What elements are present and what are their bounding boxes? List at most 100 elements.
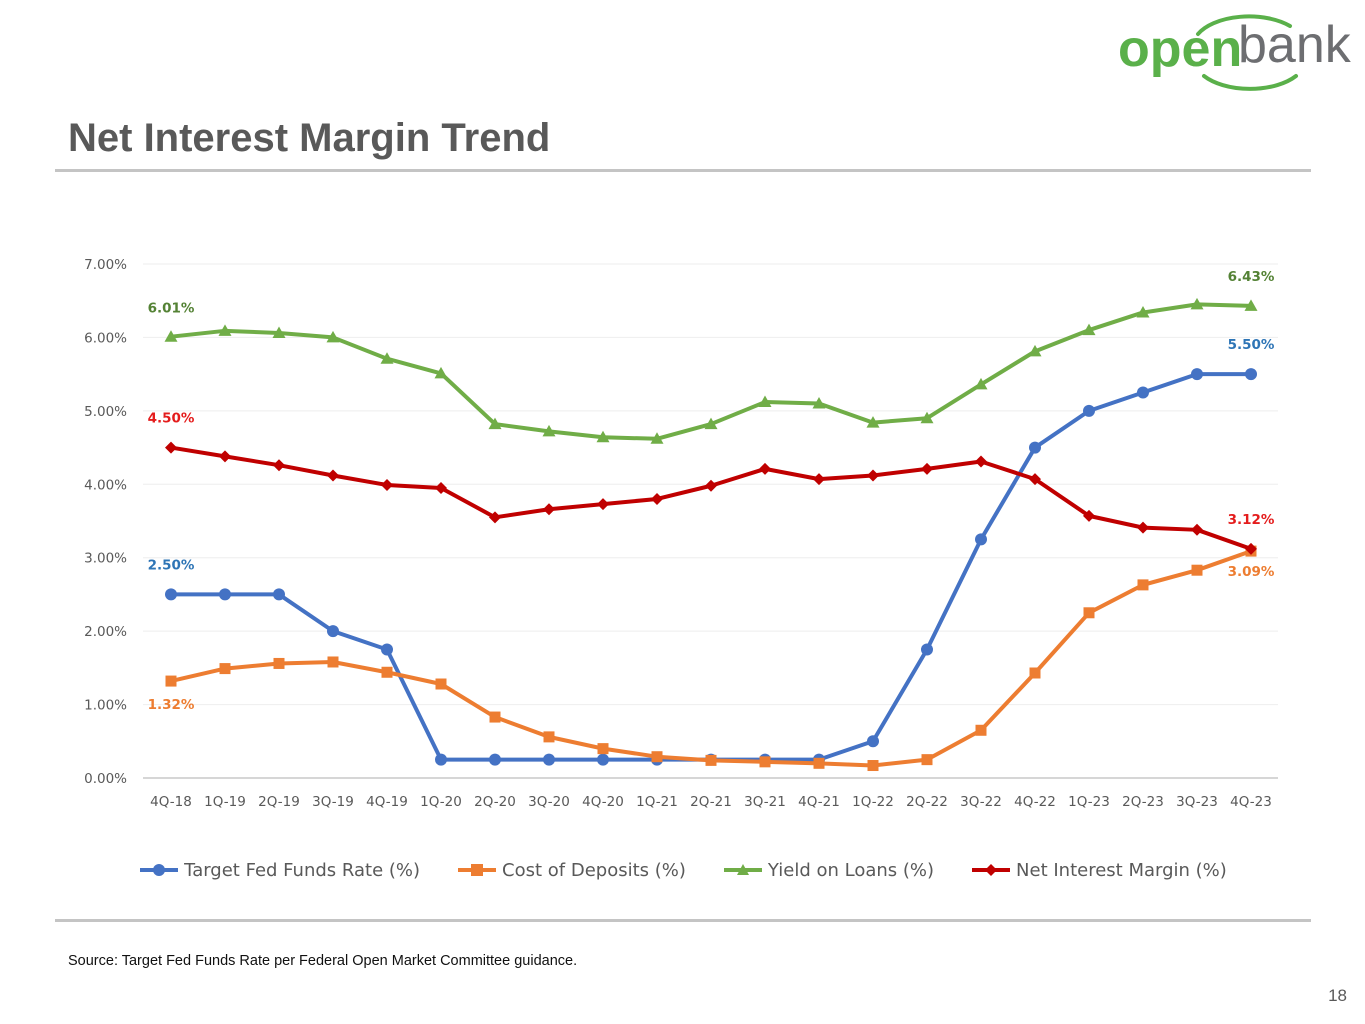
data-point	[651, 492, 663, 505]
data-point	[1029, 473, 1041, 486]
x-tick-label: 3Q-19	[312, 794, 354, 810]
x-tick-label: 1Q-19	[204, 794, 246, 810]
data-point	[273, 588, 285, 601]
x-tick-label: 4Q-21	[798, 794, 840, 810]
x-tick-label: 4Q-19	[366, 794, 408, 810]
legend-item-fed-funds: Target Fed Funds Rate (%)	[138, 860, 420, 881]
data-point	[758, 395, 772, 408]
data-label: 3.12%	[1228, 512, 1275, 528]
data-point	[381, 666, 393, 678]
legend-item-cost-of-deposits: Cost of Deposits (%)	[456, 860, 686, 881]
logo-text-primary: open	[1118, 20, 1242, 78]
logo-text-secondary: bank	[1238, 16, 1352, 74]
x-tick-label: 3Q-21	[744, 794, 786, 810]
data-point	[1028, 344, 1042, 357]
data-point	[975, 724, 987, 736]
x-tick-label: 3Q-23	[1176, 794, 1218, 810]
data-point	[489, 753, 501, 766]
data-point	[867, 469, 879, 482]
data-point	[921, 462, 933, 475]
data-point	[543, 731, 555, 743]
data-label: 2.50%	[148, 557, 195, 573]
data-point	[1191, 564, 1203, 576]
data-point	[1082, 323, 1096, 336]
legend-item-nim: Net Interest Margin (%)	[970, 860, 1227, 881]
source-footnote: Source: Target Fed Funds Rate per Federa…	[68, 953, 578, 969]
data-point	[1137, 386, 1149, 399]
data-point	[1190, 297, 1204, 310]
y-tick-label: 0.00%	[84, 771, 127, 787]
data-point	[165, 441, 177, 454]
data-point	[327, 656, 339, 668]
footer-divider	[55, 919, 1311, 922]
x-tick-label: 2Q-20	[474, 794, 516, 810]
x-tick-label: 1Q-20	[420, 794, 462, 810]
data-point	[920, 411, 934, 424]
data-point	[489, 711, 501, 723]
data-point	[1136, 305, 1150, 318]
openbank-logo: open bank	[1118, 14, 1352, 91]
data-point	[1029, 667, 1041, 679]
x-tick-label: 3Q-20	[528, 794, 570, 810]
x-tick-label: 2Q-21	[690, 794, 732, 810]
data-point	[1191, 523, 1203, 536]
data-point	[218, 324, 232, 336]
data-point	[1083, 509, 1095, 522]
data-point	[327, 625, 339, 638]
data-label: 6.43%	[1228, 269, 1275, 285]
data-point	[381, 643, 393, 656]
data-point	[272, 326, 286, 339]
y-tick-label: 3.00%	[84, 551, 127, 567]
legend-label-yield-on-loans: Yield on Loans (%)	[767, 859, 935, 881]
data-point	[867, 735, 879, 748]
y-tick-label: 2.00%	[84, 624, 127, 640]
data-point	[812, 397, 826, 409]
data-point	[273, 459, 285, 472]
x-tick-label: 2Q-19	[258, 794, 300, 810]
page-number: 18	[1328, 986, 1347, 1005]
data-point	[165, 588, 177, 601]
x-tick-label: 2Q-22	[906, 794, 948, 810]
x-tick-label: 1Q-22	[852, 794, 894, 810]
data-point	[381, 479, 393, 492]
data-point	[488, 417, 502, 430]
data-point	[543, 503, 555, 516]
data-point	[1191, 368, 1203, 381]
data-point	[596, 430, 610, 443]
data-point	[705, 479, 717, 492]
legend-marker-nim	[972, 864, 1011, 876]
data-point	[326, 330, 340, 343]
x-tick-label: 4Q-23	[1230, 794, 1272, 810]
data-point	[164, 330, 178, 342]
data-point	[273, 657, 285, 669]
y-tick-label: 1.00%	[84, 698, 127, 714]
data-point	[1137, 521, 1149, 534]
data-point	[219, 588, 231, 601]
data-point	[867, 760, 879, 772]
data-point	[866, 416, 880, 428]
data-point	[813, 473, 825, 486]
data-point	[543, 753, 555, 766]
data-point	[813, 757, 825, 769]
x-tick-label: 1Q-23	[1068, 794, 1110, 810]
data-label: 3.09%	[1228, 564, 1275, 580]
data-point	[1137, 579, 1149, 591]
x-tick-label: 3Q-22	[960, 794, 1002, 810]
legend-label-nim: Net Interest Margin (%)	[1016, 859, 1227, 881]
x-tick-label: 2Q-23	[1122, 794, 1164, 810]
data-point	[1245, 368, 1257, 381]
page-title: Net Interest Margin Trend	[68, 116, 551, 160]
data-point	[975, 455, 987, 468]
legend-label-fed-funds: Target Fed Funds Rate (%)	[184, 859, 421, 881]
data-point	[1244, 299, 1258, 311]
x-tick-label: 4Q-18	[150, 794, 192, 810]
data-point	[165, 675, 177, 687]
data-point	[489, 511, 501, 524]
data-point	[542, 424, 556, 437]
y-tick-label: 4.00%	[84, 477, 127, 493]
y-tick-label: 7.00%	[84, 257, 127, 273]
title-divider	[55, 169, 1311, 172]
legend-item-yield-on-loans: Yield on Loans (%)	[722, 860, 934, 881]
data-point	[597, 498, 609, 511]
legend-marker-cost-of-deposits	[458, 864, 497, 876]
